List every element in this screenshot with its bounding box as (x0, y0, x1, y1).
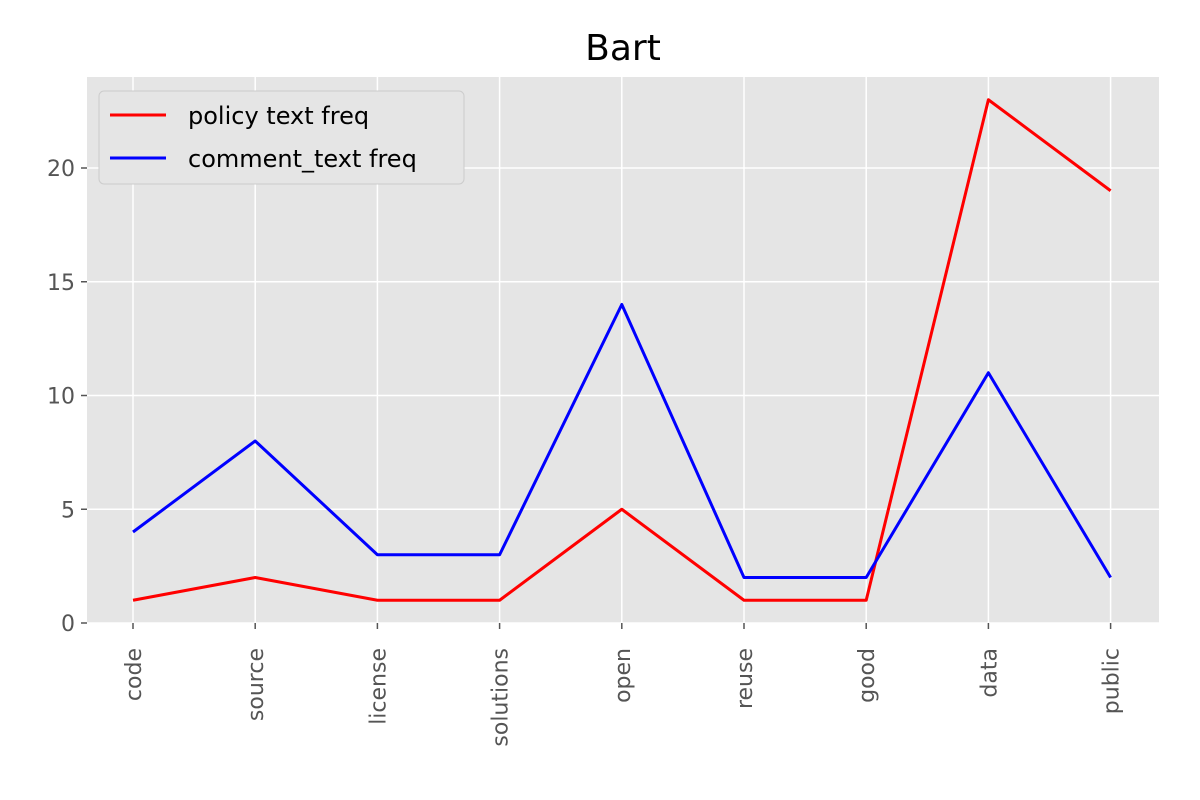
legend: policy text freq comment_text freq (98, 90, 465, 185)
x-tick-label: solutions (489, 648, 514, 747)
x-tick-label: data (977, 648, 1002, 698)
y-axis: 0 5 10 15 20 (47, 157, 87, 637)
series-line-comment-text-freq (132, 303, 1112, 579)
x-tick-label: code (122, 648, 147, 701)
legend-label-policy: policy text freq (188, 102, 369, 130)
y-tick-label: 20 (47, 157, 75, 182)
y-tick-label: 10 (47, 385, 75, 410)
x-tick-label: license (366, 648, 391, 725)
y-tick-label: 5 (61, 498, 75, 523)
legend-box (98, 90, 465, 185)
series-line-policy-text-freq (132, 98, 1112, 602)
y-tick-label: 15 (47, 271, 75, 296)
x-axis: code source license solutions open reuse good d… (122, 623, 1125, 747)
y-tick-label: 0 (61, 612, 75, 637)
x-tick-label: public (1100, 648, 1125, 714)
chart-title: Bart (585, 28, 661, 69)
legend-label-comment: comment_text freq (188, 145, 417, 173)
x-tick-label: good (855, 648, 880, 703)
x-tick-label: source (244, 648, 269, 721)
series-lines (132, 98, 1112, 602)
x-tick-label: reuse (733, 648, 758, 709)
x-tick-label: open (611, 648, 636, 703)
